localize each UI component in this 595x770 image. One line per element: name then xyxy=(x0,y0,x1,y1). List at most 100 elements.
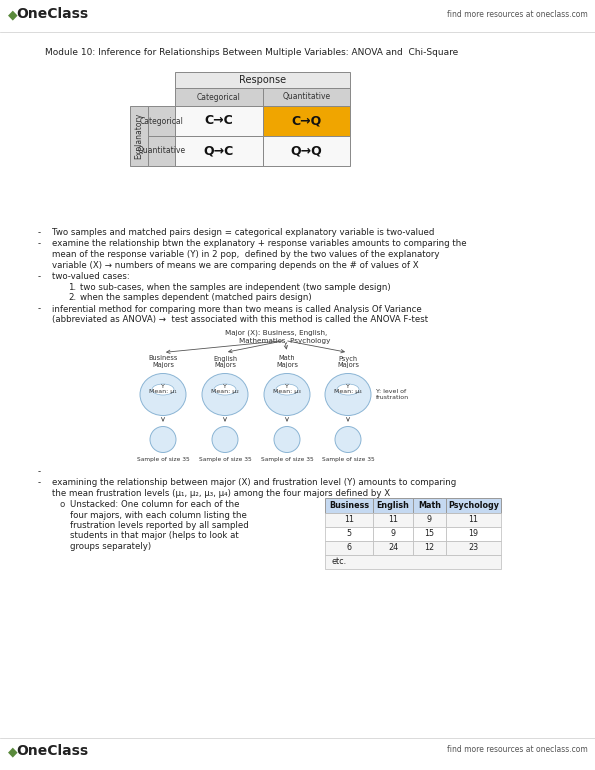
Text: 12: 12 xyxy=(424,544,434,553)
Bar xyxy=(130,106,148,166)
Text: 6: 6 xyxy=(346,544,352,553)
Bar xyxy=(175,106,262,136)
Circle shape xyxy=(335,427,361,453)
Text: Q→C: Q→C xyxy=(203,145,234,158)
Text: Y: level of
frustration: Y: level of frustration xyxy=(376,389,409,400)
Text: -: - xyxy=(38,272,41,281)
Text: Mathematics, Psychology: Mathematics, Psychology xyxy=(239,339,330,344)
Text: when the samples dependent (matched pairs design): when the samples dependent (matched pair… xyxy=(80,293,312,302)
Text: Quantitative: Quantitative xyxy=(137,146,186,156)
Text: frustration levels reported by all sampled: frustration levels reported by all sampl… xyxy=(70,521,249,530)
Ellipse shape xyxy=(152,384,174,395)
Text: Sample of size 35: Sample of size 35 xyxy=(322,457,374,461)
Bar xyxy=(373,527,413,541)
Text: 9: 9 xyxy=(390,530,396,538)
Text: Unstacked: One column for each of the: Unstacked: One column for each of the xyxy=(70,500,240,509)
Text: 11: 11 xyxy=(468,515,478,524)
Text: two-valued cases:: two-valued cases: xyxy=(52,272,130,281)
Text: -: - xyxy=(38,239,41,249)
Ellipse shape xyxy=(276,384,298,395)
Bar xyxy=(413,527,446,541)
Text: Sample of size 35: Sample of size 35 xyxy=(261,457,314,461)
Text: Categorical: Categorical xyxy=(140,116,183,126)
Bar xyxy=(175,88,262,106)
Text: 11: 11 xyxy=(388,515,398,524)
Text: 15: 15 xyxy=(424,530,434,538)
Text: -: - xyxy=(38,304,41,313)
Ellipse shape xyxy=(202,373,248,416)
Text: Explanatory: Explanatory xyxy=(134,113,143,159)
Text: English: English xyxy=(377,501,409,510)
Text: 5: 5 xyxy=(346,530,352,538)
Bar xyxy=(446,541,501,555)
Text: Response: Response xyxy=(239,75,286,85)
Text: 24: 24 xyxy=(388,544,398,553)
Bar xyxy=(446,513,501,527)
Bar xyxy=(325,555,501,569)
Text: 2.: 2. xyxy=(68,293,76,302)
Bar xyxy=(175,72,350,88)
Text: Module 10: Inference for Relationships Between Multiple Variables: ANOVA and  Ch: Module 10: Inference for Relationships B… xyxy=(45,48,458,57)
Text: -: - xyxy=(38,228,41,237)
Text: Sample of size 35: Sample of size 35 xyxy=(199,457,251,461)
Text: examining the relationship between major (X) and frustration level (Y) amounts t: examining the relationship between major… xyxy=(52,478,456,487)
Text: -: - xyxy=(38,478,41,487)
Ellipse shape xyxy=(140,373,186,416)
Text: Math: Math xyxy=(418,501,441,510)
Ellipse shape xyxy=(325,373,371,416)
Text: ◆: ◆ xyxy=(8,745,18,758)
Text: Major (X): Business, English,: Major (X): Business, English, xyxy=(225,330,327,336)
Text: the mean frustration levels (μ₁, μ₂, μ₃, μ₄) among the four majors defined by X: the mean frustration levels (μ₁, μ₂, μ₃,… xyxy=(52,488,390,497)
Text: Y
Mean: μ₂: Y Mean: μ₂ xyxy=(211,383,239,394)
Bar xyxy=(262,88,350,106)
Bar xyxy=(373,541,413,555)
Text: Q→Q: Q→Q xyxy=(290,145,322,158)
Text: (abbreviated as ANOVA) →  test associated with this method is called the ANOVA F: (abbreviated as ANOVA) → test associated… xyxy=(52,315,428,324)
Text: Quantitative: Quantitative xyxy=(282,92,330,102)
Bar xyxy=(325,513,373,527)
Text: English
Majors: English Majors xyxy=(213,356,237,369)
Text: 23: 23 xyxy=(468,544,478,553)
Bar xyxy=(413,541,446,555)
Text: etc.: etc. xyxy=(331,557,346,567)
Text: Business: Business xyxy=(329,501,369,510)
Bar xyxy=(262,106,350,136)
Bar xyxy=(325,527,373,541)
Text: Psychology: Psychology xyxy=(448,501,499,510)
Bar xyxy=(262,136,350,166)
Text: 11: 11 xyxy=(344,515,354,524)
Text: OneClass: OneClass xyxy=(16,7,88,21)
Text: Y
Mean: μ₄: Y Mean: μ₄ xyxy=(334,383,362,394)
Text: Categorical: Categorical xyxy=(197,92,241,102)
Text: examine the relationship btwn the explanatory + response variables amounts to co: examine the relationship btwn the explan… xyxy=(52,239,466,249)
Bar xyxy=(413,513,446,527)
Ellipse shape xyxy=(264,373,310,416)
Text: Two samples and matched pairs design = categorical explanatory variable is two-v: Two samples and matched pairs design = c… xyxy=(52,228,434,237)
Bar xyxy=(446,498,501,513)
Text: find more resources at oneclass.com: find more resources at oneclass.com xyxy=(447,745,588,754)
Text: mean of the response variable (Y) in 2 pop,  defined by the two values of the ex: mean of the response variable (Y) in 2 p… xyxy=(52,250,440,259)
Bar xyxy=(413,498,446,513)
Text: find more resources at oneclass.com: find more resources at oneclass.com xyxy=(447,10,588,19)
Text: 9: 9 xyxy=(427,515,432,524)
Text: -: - xyxy=(38,467,41,477)
Bar xyxy=(148,106,175,136)
Text: Business
Majors: Business Majors xyxy=(148,356,178,369)
Text: Sample of size 35: Sample of size 35 xyxy=(137,457,189,461)
Text: 19: 19 xyxy=(468,530,478,538)
Bar xyxy=(373,498,413,513)
Text: Psych
Majors: Psych Majors xyxy=(337,356,359,369)
Text: Y
Mean: μ₃: Y Mean: μ₃ xyxy=(273,383,301,394)
Ellipse shape xyxy=(214,384,236,395)
Bar xyxy=(325,541,373,555)
Bar xyxy=(175,136,262,166)
Text: OneClass: OneClass xyxy=(16,744,88,758)
Ellipse shape xyxy=(337,384,359,395)
Text: ◆: ◆ xyxy=(8,8,18,21)
Text: C→Q: C→Q xyxy=(291,115,321,128)
Text: Math
Majors: Math Majors xyxy=(276,356,298,369)
Bar xyxy=(446,527,501,541)
Circle shape xyxy=(212,427,238,453)
Text: students in that major (helps to look at: students in that major (helps to look at xyxy=(70,531,239,541)
Text: two sub-cases, when the samples are independent (two sample design): two sub-cases, when the samples are inde… xyxy=(80,283,391,292)
